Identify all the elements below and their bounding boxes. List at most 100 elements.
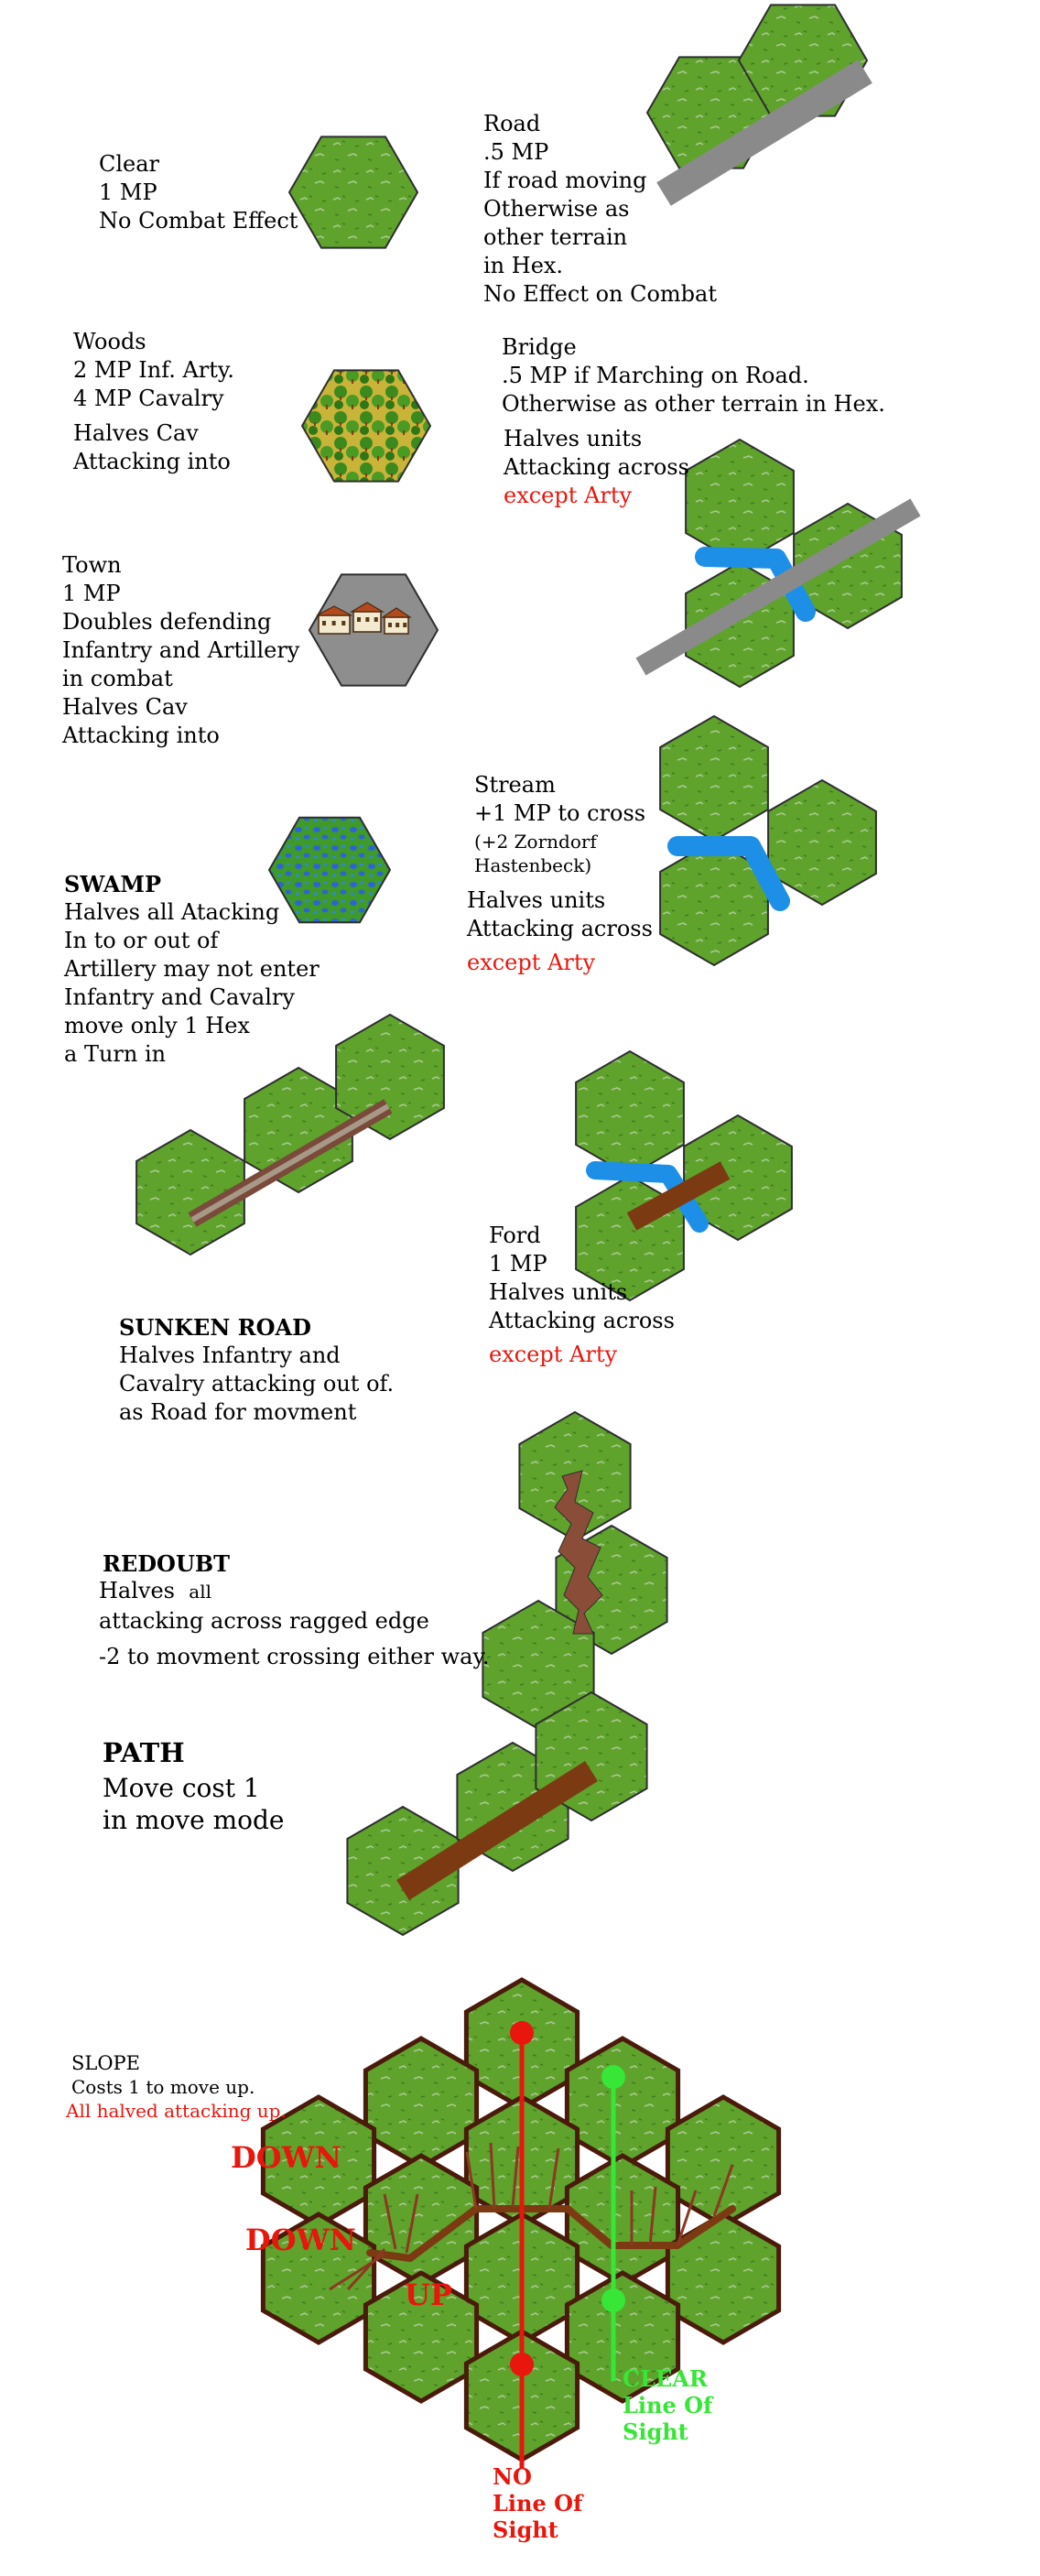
sunken-road-center [190, 1103, 390, 1223]
town-window [374, 617, 378, 622]
sunken-road-line-2: Cavalry attacking out of. [119, 1371, 395, 1397]
path-line-1: Move cost 1 [103, 1773, 260, 1803]
road-line-5: in Hex. [483, 253, 564, 278]
clear-los-start-dot [601, 2065, 625, 2089]
redoubt-halves: Halves [99, 1578, 175, 1603]
town-line-6: Attacking into [62, 723, 220, 748]
bridge-title: Bridge [502, 334, 577, 360]
slope-hachure [547, 2147, 560, 2210]
town-window [331, 621, 336, 625]
slope-hachure [676, 2190, 698, 2246]
town-roof-3 [381, 607, 412, 618]
road-line-4: other terrain [483, 224, 628, 250]
swamp-line-2: In to or out of [64, 928, 219, 953]
bridge-stream [695, 547, 816, 622]
swamp-line-5: move only 1 Hex [64, 1013, 250, 1038]
woods-line-4: Halves Cav [73, 420, 199, 446]
slope-hachure [511, 2146, 520, 2208]
slope-hachures [329, 2142, 734, 2291]
swamp-hex [267, 816, 392, 924]
woods-hex [300, 369, 432, 483]
town-roof-1 [316, 605, 352, 616]
town-window [365, 617, 370, 622]
slope-hex-3 [564, 2036, 681, 2169]
slope-hachure [712, 2164, 734, 2217]
town-line-1: 1 MP [62, 581, 121, 606]
stream-hex-2 [767, 778, 877, 907]
ford-exception: except Arty [489, 1342, 618, 1367]
stream-line-3: Hastenbeck) [474, 854, 592, 876]
slope-hex-13 [564, 2270, 681, 2404]
redoubt-line-1: Halves all [99, 1577, 211, 1605]
swamp-line-3: Artillery may not enter [64, 956, 320, 982]
slope-hachure [346, 2247, 386, 2291]
bridge-hex-1 [685, 438, 795, 566]
road-line-2: If road moving [483, 168, 647, 193]
redoubt-edge [554, 1470, 603, 1635]
woods-line-1: 2 MP Inf. Arty. [73, 357, 234, 383]
town-line-4: in combat [62, 666, 173, 691]
stream-exception: except Arty [467, 950, 596, 975]
no-los-end-dot [510, 2353, 534, 2376]
ford-line-2: Halves units [489, 1279, 628, 1305]
clear-los-line-2: Line Of [623, 2392, 713, 2418]
slope-hex-12 [363, 2270, 480, 2404]
road-line [656, 60, 872, 206]
town-line-2: Doubles defending [62, 609, 272, 635]
woods-line-5: Attacking into [73, 449, 231, 474]
bridge-line-1: .5 MP if Marching on Road. [502, 363, 809, 388]
stream-hex-1 [659, 714, 769, 842]
redoubt-line-2: attacking across ragged edge [99, 1608, 429, 1634]
no-los-line-2: Line Of [493, 2490, 583, 2516]
path-line [396, 1761, 598, 1900]
sunken-road-line-3: as Road for movment [119, 1399, 357, 1425]
clear-los-line-1: CLEAR [623, 2365, 708, 2392]
slope-hachure [489, 2142, 496, 2210]
stream-title: Stream [474, 772, 556, 798]
town-buildings [316, 602, 412, 635]
bridge-line-3: Halves units [504, 426, 643, 451]
stream-line-5: Attacking across [467, 916, 653, 941]
path-line-2: in move mode [103, 1805, 285, 1835]
clear-hex [287, 136, 419, 249]
ford-hex-2 [683, 1114, 793, 1242]
slope-line-2: All halved attacking up. [66, 2100, 287, 2122]
slope-hex-2 [363, 2036, 480, 2169]
path-title: PATH [103, 1737, 185, 1768]
slope-line-1: Costs 1 to move up. [71, 2076, 255, 2098]
clear-los-line-3: Sight [623, 2418, 688, 2445]
stream-line-4: Halves units [467, 887, 606, 913]
clear-title: Clear [99, 151, 160, 177]
redoubt-line-3: -2 to movment crossing either way. [99, 1644, 490, 1669]
no-los-line-1: NO [493, 2463, 532, 2490]
town-roof-2 [349, 602, 385, 613]
ford-line-3: Attacking across [489, 1308, 675, 1333]
bridge-road [635, 498, 921, 676]
town-window [322, 621, 326, 625]
slope-hex-9 [260, 2212, 377, 2345]
town-window [403, 623, 407, 627]
swamp-line-1: Halves all Atacking [64, 899, 280, 925]
bridge-exception: except Arty [504, 483, 633, 508]
town-line-5: Halves Cav [62, 694, 188, 720]
slope-label-down-2: DOWN [245, 2223, 356, 2257]
slope-hachure [465, 2151, 478, 2210]
ford-line-1: 1 MP [489, 1251, 547, 1277]
stream-line-1: +1 MP to cross [474, 800, 646, 826]
slope-hachure [648, 2186, 657, 2246]
slope-hachure [383, 2193, 397, 2250]
stream-line-2: (+2 Zorndorf [474, 831, 597, 853]
clear-los-end-dot [601, 2288, 625, 2312]
slope-label-up: UP [405, 2277, 452, 2312]
town-title: Town [62, 552, 122, 578]
swamp-title: SWAMP [64, 871, 161, 897]
road-line-6: No Effect on Combat [483, 281, 717, 307]
redoubt-title: REDOUBT [103, 1550, 231, 1577]
stream-line [667, 836, 790, 911]
bridge-line-4: Attacking across [504, 454, 689, 480]
woods-title: Woods [73, 329, 146, 354]
ford-hex-1 [575, 1049, 685, 1178]
swamp-line-4: Infantry and Cavalry [64, 984, 295, 1010]
slope-hex-11 [665, 2212, 782, 2345]
